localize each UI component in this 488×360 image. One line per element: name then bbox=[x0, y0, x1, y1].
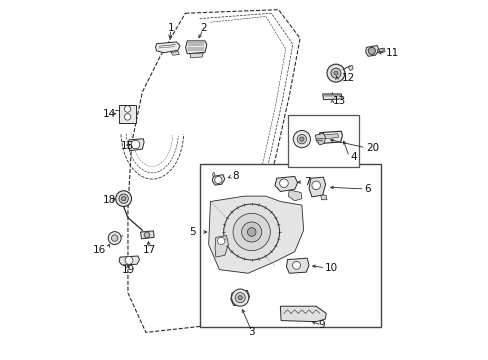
Circle shape bbox=[235, 293, 244, 303]
Circle shape bbox=[247, 228, 255, 236]
Polygon shape bbox=[119, 256, 139, 265]
Polygon shape bbox=[208, 196, 303, 273]
Polygon shape bbox=[287, 190, 301, 201]
Circle shape bbox=[233, 213, 270, 251]
Polygon shape bbox=[322, 94, 341, 100]
Text: 4: 4 bbox=[349, 152, 356, 162]
Circle shape bbox=[144, 232, 149, 238]
Circle shape bbox=[111, 235, 118, 241]
Polygon shape bbox=[140, 231, 154, 239]
Bar bbox=[199, 164, 380, 327]
Polygon shape bbox=[320, 194, 326, 200]
Circle shape bbox=[108, 231, 121, 244]
Text: 9: 9 bbox=[318, 320, 324, 330]
Circle shape bbox=[214, 176, 222, 184]
Text: 7: 7 bbox=[303, 177, 310, 187]
Polygon shape bbox=[212, 172, 215, 176]
Text: 10: 10 bbox=[325, 263, 338, 273]
Text: 19: 19 bbox=[121, 265, 134, 275]
Text: 18: 18 bbox=[102, 195, 116, 205]
Polygon shape bbox=[274, 176, 297, 192]
Circle shape bbox=[330, 68, 340, 78]
Polygon shape bbox=[376, 48, 384, 53]
Circle shape bbox=[231, 289, 248, 306]
Text: 15: 15 bbox=[121, 141, 134, 151]
Circle shape bbox=[297, 134, 306, 144]
Circle shape bbox=[326, 64, 344, 82]
Polygon shape bbox=[215, 235, 228, 257]
Text: 20: 20 bbox=[366, 143, 379, 153]
Circle shape bbox=[378, 48, 383, 53]
Text: 17: 17 bbox=[142, 245, 156, 255]
Text: 1: 1 bbox=[167, 23, 174, 33]
Bar bbox=[287, 116, 359, 167]
Text: 8: 8 bbox=[231, 171, 238, 181]
Circle shape bbox=[299, 137, 304, 141]
Polygon shape bbox=[119, 105, 136, 123]
Circle shape bbox=[125, 256, 133, 264]
Circle shape bbox=[124, 114, 131, 120]
Polygon shape bbox=[286, 258, 308, 273]
Polygon shape bbox=[365, 45, 378, 56]
Text: 14: 14 bbox=[102, 109, 116, 119]
Text: 12: 12 bbox=[341, 73, 354, 83]
Circle shape bbox=[241, 222, 261, 242]
Circle shape bbox=[217, 237, 224, 244]
Text: 3: 3 bbox=[248, 327, 254, 337]
Circle shape bbox=[121, 197, 125, 201]
Circle shape bbox=[292, 261, 300, 269]
Circle shape bbox=[131, 140, 140, 149]
Polygon shape bbox=[308, 177, 325, 197]
Polygon shape bbox=[230, 291, 249, 306]
Circle shape bbox=[311, 181, 320, 190]
Circle shape bbox=[119, 194, 128, 203]
Polygon shape bbox=[212, 175, 224, 185]
Polygon shape bbox=[321, 134, 338, 139]
Polygon shape bbox=[315, 134, 325, 145]
Circle shape bbox=[116, 191, 131, 207]
Text: 5: 5 bbox=[188, 227, 195, 237]
Polygon shape bbox=[348, 65, 352, 71]
Polygon shape bbox=[171, 51, 179, 55]
Polygon shape bbox=[185, 41, 206, 54]
Circle shape bbox=[279, 179, 287, 188]
Text: 11: 11 bbox=[386, 48, 399, 58]
Polygon shape bbox=[155, 42, 180, 53]
Circle shape bbox=[293, 131, 310, 148]
Polygon shape bbox=[318, 131, 342, 143]
Circle shape bbox=[333, 71, 337, 75]
Polygon shape bbox=[280, 306, 325, 321]
Circle shape bbox=[223, 204, 279, 260]
Text: 16: 16 bbox=[92, 245, 106, 255]
Circle shape bbox=[238, 296, 242, 300]
Polygon shape bbox=[190, 53, 203, 58]
Circle shape bbox=[367, 47, 375, 54]
Text: 13: 13 bbox=[332, 96, 345, 106]
Polygon shape bbox=[128, 139, 144, 150]
Text: 6: 6 bbox=[364, 184, 370, 194]
Circle shape bbox=[124, 106, 131, 112]
Text: 2: 2 bbox=[200, 23, 206, 33]
